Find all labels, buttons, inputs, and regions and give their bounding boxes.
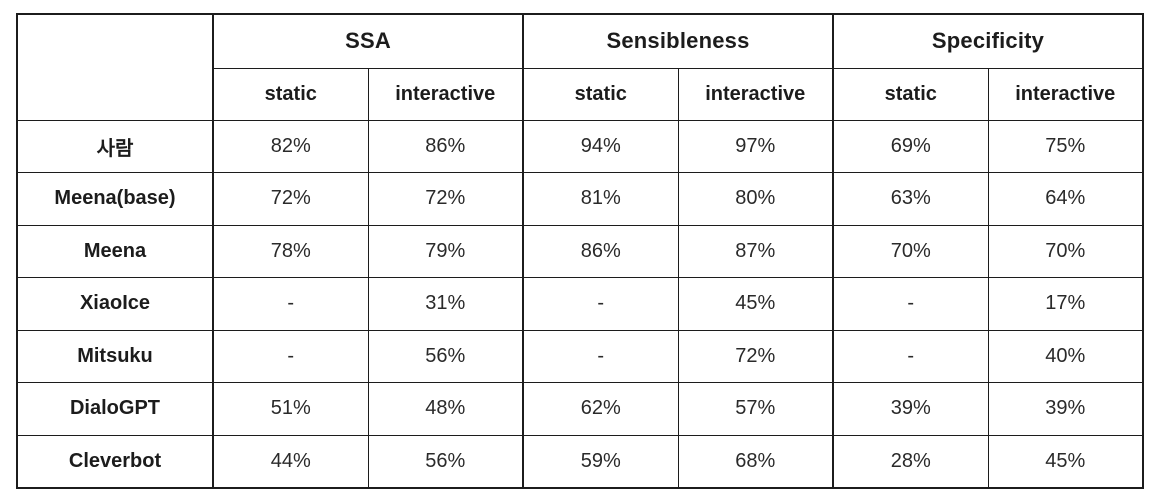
subheader-ssa-interactive: interactive	[367, 67, 524, 121]
value-cell: -	[212, 329, 369, 383]
subheader-specificity-interactive: interactive	[987, 67, 1144, 121]
value-cell: 31%	[367, 277, 524, 331]
value-cell: -	[212, 277, 369, 331]
row-label: Meena	[16, 224, 214, 278]
value-cell: 48%	[367, 382, 524, 436]
table-row-human: 사람 82% 86% 94% 97% 69% 75%	[16, 119, 1144, 173]
row-label: 사람	[16, 119, 214, 173]
subheader-ssa-static: static	[212, 67, 369, 121]
value-cell: 87%	[677, 224, 834, 278]
value-cell: 97%	[677, 119, 834, 173]
value-cell: 75%	[987, 119, 1144, 173]
value-cell: 51%	[212, 382, 369, 436]
row-label: Meena(base)	[16, 172, 214, 226]
value-cell: 57%	[677, 382, 834, 436]
group-header-sensibleness: Sensibleness	[522, 13, 834, 69]
value-cell: 86%	[522, 224, 679, 278]
table-row-meena-base: Meena(base) 72% 72% 81% 80% 63% 64%	[16, 172, 1144, 226]
row-label: DialoGPT	[16, 382, 214, 436]
value-cell: 45%	[987, 434, 1144, 488]
value-cell: 78%	[212, 224, 369, 278]
row-label: XiaoIce	[16, 277, 214, 331]
table-row-cleverbot: Cleverbot 44% 56% 59% 68% 28% 45%	[16, 434, 1144, 488]
subheader-sensibleness-static: static	[522, 67, 679, 121]
table-row-meena: Meena 78% 79% 86% 87% 70% 70%	[16, 224, 1144, 278]
value-cell: -	[832, 329, 989, 383]
value-cell: 56%	[367, 434, 524, 488]
value-cell: 94%	[522, 119, 679, 173]
group-header-ssa: SSA	[212, 13, 524, 69]
value-cell: 80%	[677, 172, 834, 226]
value-cell: 86%	[367, 119, 524, 173]
value-cell: 70%	[832, 224, 989, 278]
value-cell: 72%	[367, 172, 524, 226]
value-cell: 56%	[367, 329, 524, 383]
value-cell: 72%	[212, 172, 369, 226]
value-cell: 45%	[677, 277, 834, 331]
value-cell: 40%	[987, 329, 1144, 383]
value-cell: -	[832, 277, 989, 331]
value-cell: 59%	[522, 434, 679, 488]
value-cell: 72%	[677, 329, 834, 383]
subheader-sensibleness-interactive: interactive	[677, 67, 834, 121]
header-group-row: SSA Sensibleness Specificity	[16, 13, 1144, 121]
value-cell: 70%	[987, 224, 1144, 278]
value-cell: 68%	[677, 434, 834, 488]
group-header-specificity: Specificity	[832, 13, 1144, 69]
subheader-specificity-static: static	[832, 67, 989, 121]
value-cell: -	[522, 277, 679, 331]
value-cell: 39%	[832, 382, 989, 436]
value-cell: 62%	[522, 382, 679, 436]
value-cell: 82%	[212, 119, 369, 173]
value-cell: 28%	[832, 434, 989, 488]
table-row-dialogpt: DialoGPT 51% 48% 62% 57% 39% 39%	[16, 382, 1144, 436]
value-cell: 79%	[367, 224, 524, 278]
value-cell: 64%	[987, 172, 1144, 226]
table-row-mitsuku: Mitsuku - 56% - 72% - 40%	[16, 329, 1144, 383]
header-sub-row: static interactive static interactive st…	[17, 67, 1144, 121]
value-cell: 17%	[987, 277, 1144, 331]
row-label: Mitsuku	[16, 329, 214, 383]
value-cell: -	[522, 329, 679, 383]
table-row-xiaoice: XiaoIce - 31% - 45% - 17%	[16, 277, 1144, 331]
value-cell: 44%	[212, 434, 369, 488]
value-cell: 63%	[832, 172, 989, 226]
row-label: Cleverbot	[16, 434, 214, 488]
value-cell: 69%	[832, 119, 989, 173]
value-cell: 81%	[522, 172, 679, 226]
results-table: SSA Sensibleness Specificity static inte…	[16, 13, 1144, 489]
value-cell: 39%	[987, 382, 1144, 436]
corner-cell	[16, 13, 214, 121]
